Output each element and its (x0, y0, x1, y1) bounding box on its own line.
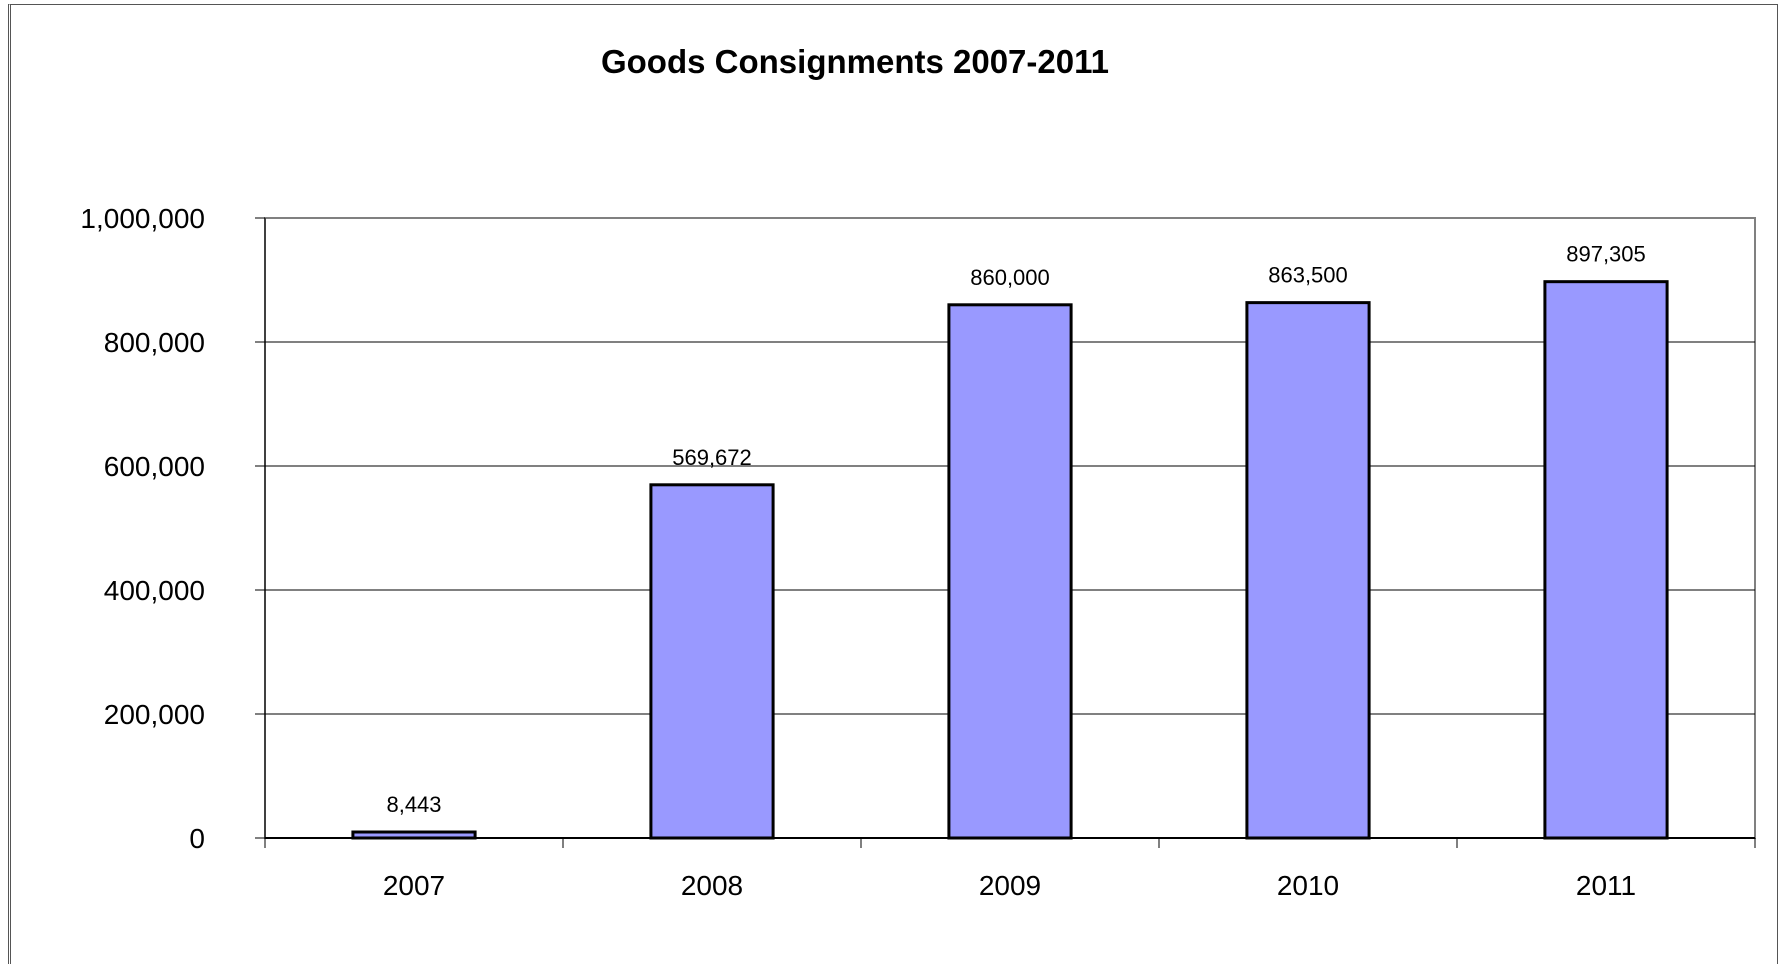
x-tick-label-2009: 2009 (979, 870, 1041, 901)
x-tick-label-2011: 2011 (1576, 870, 1636, 901)
bar-2008 (649, 483, 775, 840)
y-tick-label: 1,000,000 (80, 203, 205, 234)
chart-title: Goods Consignments 2007-2011 (601, 43, 1109, 80)
bar-2007 (351, 830, 477, 840)
data-label-2008: 569,672 (672, 445, 752, 470)
chart-frame (8, 4, 1778, 964)
x-axis-tick-labels: 2007 2008 2009 2010 2011 (383, 870, 1636, 901)
bar-2009 (947, 303, 1073, 840)
bar-2011 (1543, 280, 1669, 840)
y-axis-tick-labels: 0 200,000 400,000 600,000 800,000 1,000,000 (80, 203, 205, 854)
y-tick-label: 600,000 (104, 451, 205, 482)
y-tick-label: 0 (189, 823, 205, 854)
y-tick-label: 800,000 (104, 327, 205, 358)
y-tick-label: 200,000 (104, 699, 205, 730)
x-tick-label-2007: 2007 (383, 870, 445, 901)
x-tick-label-2010: 2010 (1277, 870, 1339, 901)
data-label-2011: 897,305 (1566, 242, 1646, 267)
data-labels: 8,443 569,672 860,000 863,500 897,305 (386, 242, 1645, 817)
x-tick-label-2008: 2008 (681, 870, 743, 901)
y-tick-label: 400,000 (104, 575, 205, 606)
bar-2010 (1245, 301, 1371, 840)
data-label-2009: 860,000 (970, 265, 1050, 290)
data-label-2010: 863,500 (1268, 263, 1348, 288)
bars (351, 280, 1669, 840)
data-label-2007: 8,443 (386, 792, 441, 817)
